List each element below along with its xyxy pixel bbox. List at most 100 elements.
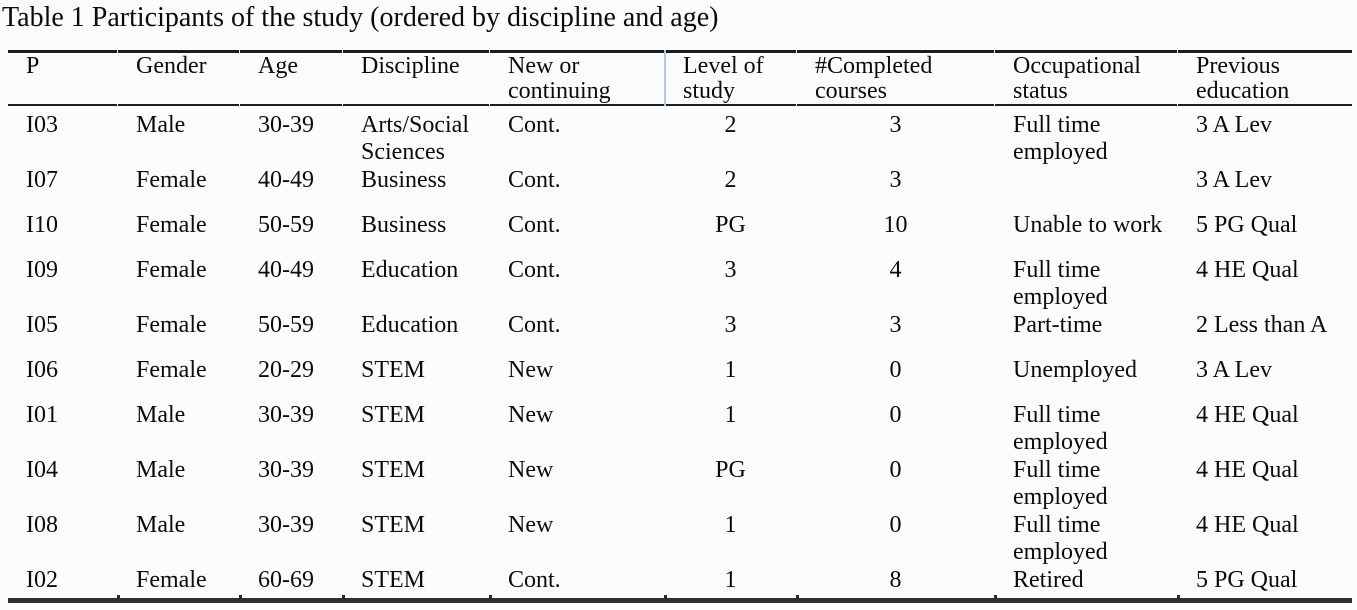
cell-new-or-continuing: New: [508, 357, 554, 383]
header-column-divider-line: [664, 50, 666, 106]
cell-age: 30-39: [258, 112, 314, 138]
rule-tick: [342, 595, 345, 599]
cell-occupational-status: [995, 161, 1177, 206]
cell-gender: Female: [136, 357, 207, 383]
table-row: I03 Male 30-39 Arts/Social Sciences Cont…: [8, 106, 1352, 165]
cell-new-or-continuing: Cont.: [508, 212, 561, 238]
cell-gender: Female: [136, 567, 207, 593]
cell-previous-education: 4 HE Qual: [1196, 512, 1299, 538]
cell-new-or-continuing: Cont.: [508, 312, 561, 338]
table-header-row: P Gender Age Discipline New or continuin…: [8, 50, 1352, 106]
cell-previous-education: 3 A Lev: [1196, 167, 1272, 193]
cell-p: I08: [26, 512, 58, 538]
cell-age: 20-29: [258, 357, 314, 383]
cell-completed-courses: 0: [889, 457, 902, 483]
table-row: I05 Female 50-59 Education Cont. 3 3 Par…: [8, 306, 1352, 351]
cell-new-or-continuing: Cont.: [508, 567, 561, 593]
cell-age: 30-39: [258, 457, 314, 483]
cell-completed-courses: 3: [889, 112, 902, 138]
cell-discipline: STEM: [361, 402, 426, 428]
cell-discipline: Arts/Social Sciences: [361, 112, 469, 165]
cell-previous-education: 3 A Lev: [1196, 357, 1272, 383]
table-row: I04 Male 30-39 STEM New PG 0 Full time e…: [8, 451, 1352, 510]
cell-discipline: STEM: [361, 357, 426, 383]
cell-completed-courses: 4: [889, 257, 902, 283]
cell-age: 60-69: [258, 567, 314, 593]
cell-p: I04: [26, 457, 58, 483]
column-header-gender: Gender: [118, 50, 239, 106]
cell-new-or-continuing: New: [508, 512, 554, 538]
rule-tick: [1177, 595, 1180, 599]
table-caption: Table 1 Participants of the study (order…: [2, 2, 719, 33]
rule-tick: [239, 595, 242, 599]
cell-level-of-study: 2: [724, 167, 737, 193]
cell-level-of-study: 1: [724, 512, 737, 538]
cell-completed-courses: 3: [889, 312, 902, 338]
cell-discipline: STEM: [361, 512, 426, 538]
cell-completed-courses: 0: [889, 357, 902, 383]
cell-occupational-status: Retired: [1013, 567, 1084, 593]
cell-completed-courses: 8: [889, 567, 902, 593]
cell-age: 40-49: [258, 257, 314, 283]
table-row: I01 Male 30-39 STEM New 1 0 Full time em…: [8, 396, 1352, 455]
cell-gender: Male: [136, 402, 186, 428]
cell-gender: Female: [136, 312, 207, 338]
cell-gender: Female: [136, 212, 207, 238]
column-header-previous-education: Previous education: [1178, 50, 1352, 106]
column-header-age: Age: [240, 50, 342, 106]
cell-age: 50-59: [258, 312, 314, 338]
cell-gender: Male: [136, 512, 186, 538]
cell-previous-education: 2 Less than A: [1196, 312, 1328, 338]
cell-new-or-continuing: New: [508, 457, 554, 483]
cell-level-of-study: 3: [724, 312, 737, 338]
cell-age: 50-59: [258, 212, 314, 238]
table-row: I06 Female 20-29 STEM New 1 0 Unemployed…: [8, 351, 1352, 396]
cell-previous-education: 3 A Lev: [1196, 112, 1272, 138]
column-header-discipline: Discipline: [343, 50, 489, 106]
cell-new-or-continuing: Cont.: [508, 167, 561, 193]
cell-occupational-status: Unable to work: [1013, 212, 1163, 238]
cell-discipline: Business: [361, 167, 447, 193]
cell-previous-education: 5 PG Qual: [1196, 212, 1298, 238]
column-header-p: P: [8, 50, 117, 106]
rule-tick: [994, 595, 997, 599]
cell-discipline: Education: [361, 312, 459, 338]
cell-occupational-status: Full time employed: [1013, 112, 1108, 165]
cell-discipline: STEM: [361, 457, 426, 483]
cell-completed-courses: 3: [889, 167, 902, 193]
cell-level-of-study: PG: [715, 457, 746, 483]
cell-occupational-status: Full time employed: [1013, 512, 1108, 565]
cell-age: 40-49: [258, 167, 314, 193]
cell-discipline: Education: [361, 257, 459, 283]
cell-previous-education: 5 PG Qual: [1196, 567, 1298, 593]
cell-occupational-status: Full time employed: [1013, 457, 1108, 510]
cell-new-or-continuing: New: [508, 402, 554, 428]
cell-p: I09: [26, 257, 58, 283]
cell-age: 30-39: [258, 402, 314, 428]
table-row: I02 Female 60-69 STEM Cont. 1 8 Retired …: [8, 561, 1352, 598]
cell-level-of-study: 1: [724, 402, 737, 428]
column-header-occupational-status: Occupational status: [995, 50, 1177, 106]
table-row: I08 Male 30-39 STEM New 1 0 Full time em…: [8, 506, 1352, 565]
cell-occupational-status: Part-time: [1013, 312, 1103, 338]
cell-occupational-status: Full time employed: [1013, 257, 1108, 310]
cell-previous-education: 4 HE Qual: [1196, 402, 1299, 428]
cell-discipline: STEM: [361, 567, 426, 593]
column-header-new-or-continuing: New or continuing: [490, 50, 664, 106]
cell-p: I05: [26, 312, 58, 338]
cell-discipline: Business: [361, 212, 447, 238]
cell-gender: Male: [136, 457, 186, 483]
cell-level-of-study: 1: [724, 567, 737, 593]
rule-tick: [796, 595, 799, 599]
cell-p: I06: [26, 357, 58, 383]
cell-p: I02: [26, 567, 58, 593]
cell-gender: Female: [136, 167, 207, 193]
cell-completed-courses: 0: [889, 402, 902, 428]
cell-occupational-status: Unemployed: [1013, 357, 1137, 383]
cell-new-or-continuing: Cont.: [508, 112, 561, 138]
cell-completed-courses: 0: [889, 512, 902, 538]
rule-tick: [117, 595, 120, 599]
cell-p: I10: [26, 212, 58, 238]
cell-p: I01: [26, 402, 58, 428]
